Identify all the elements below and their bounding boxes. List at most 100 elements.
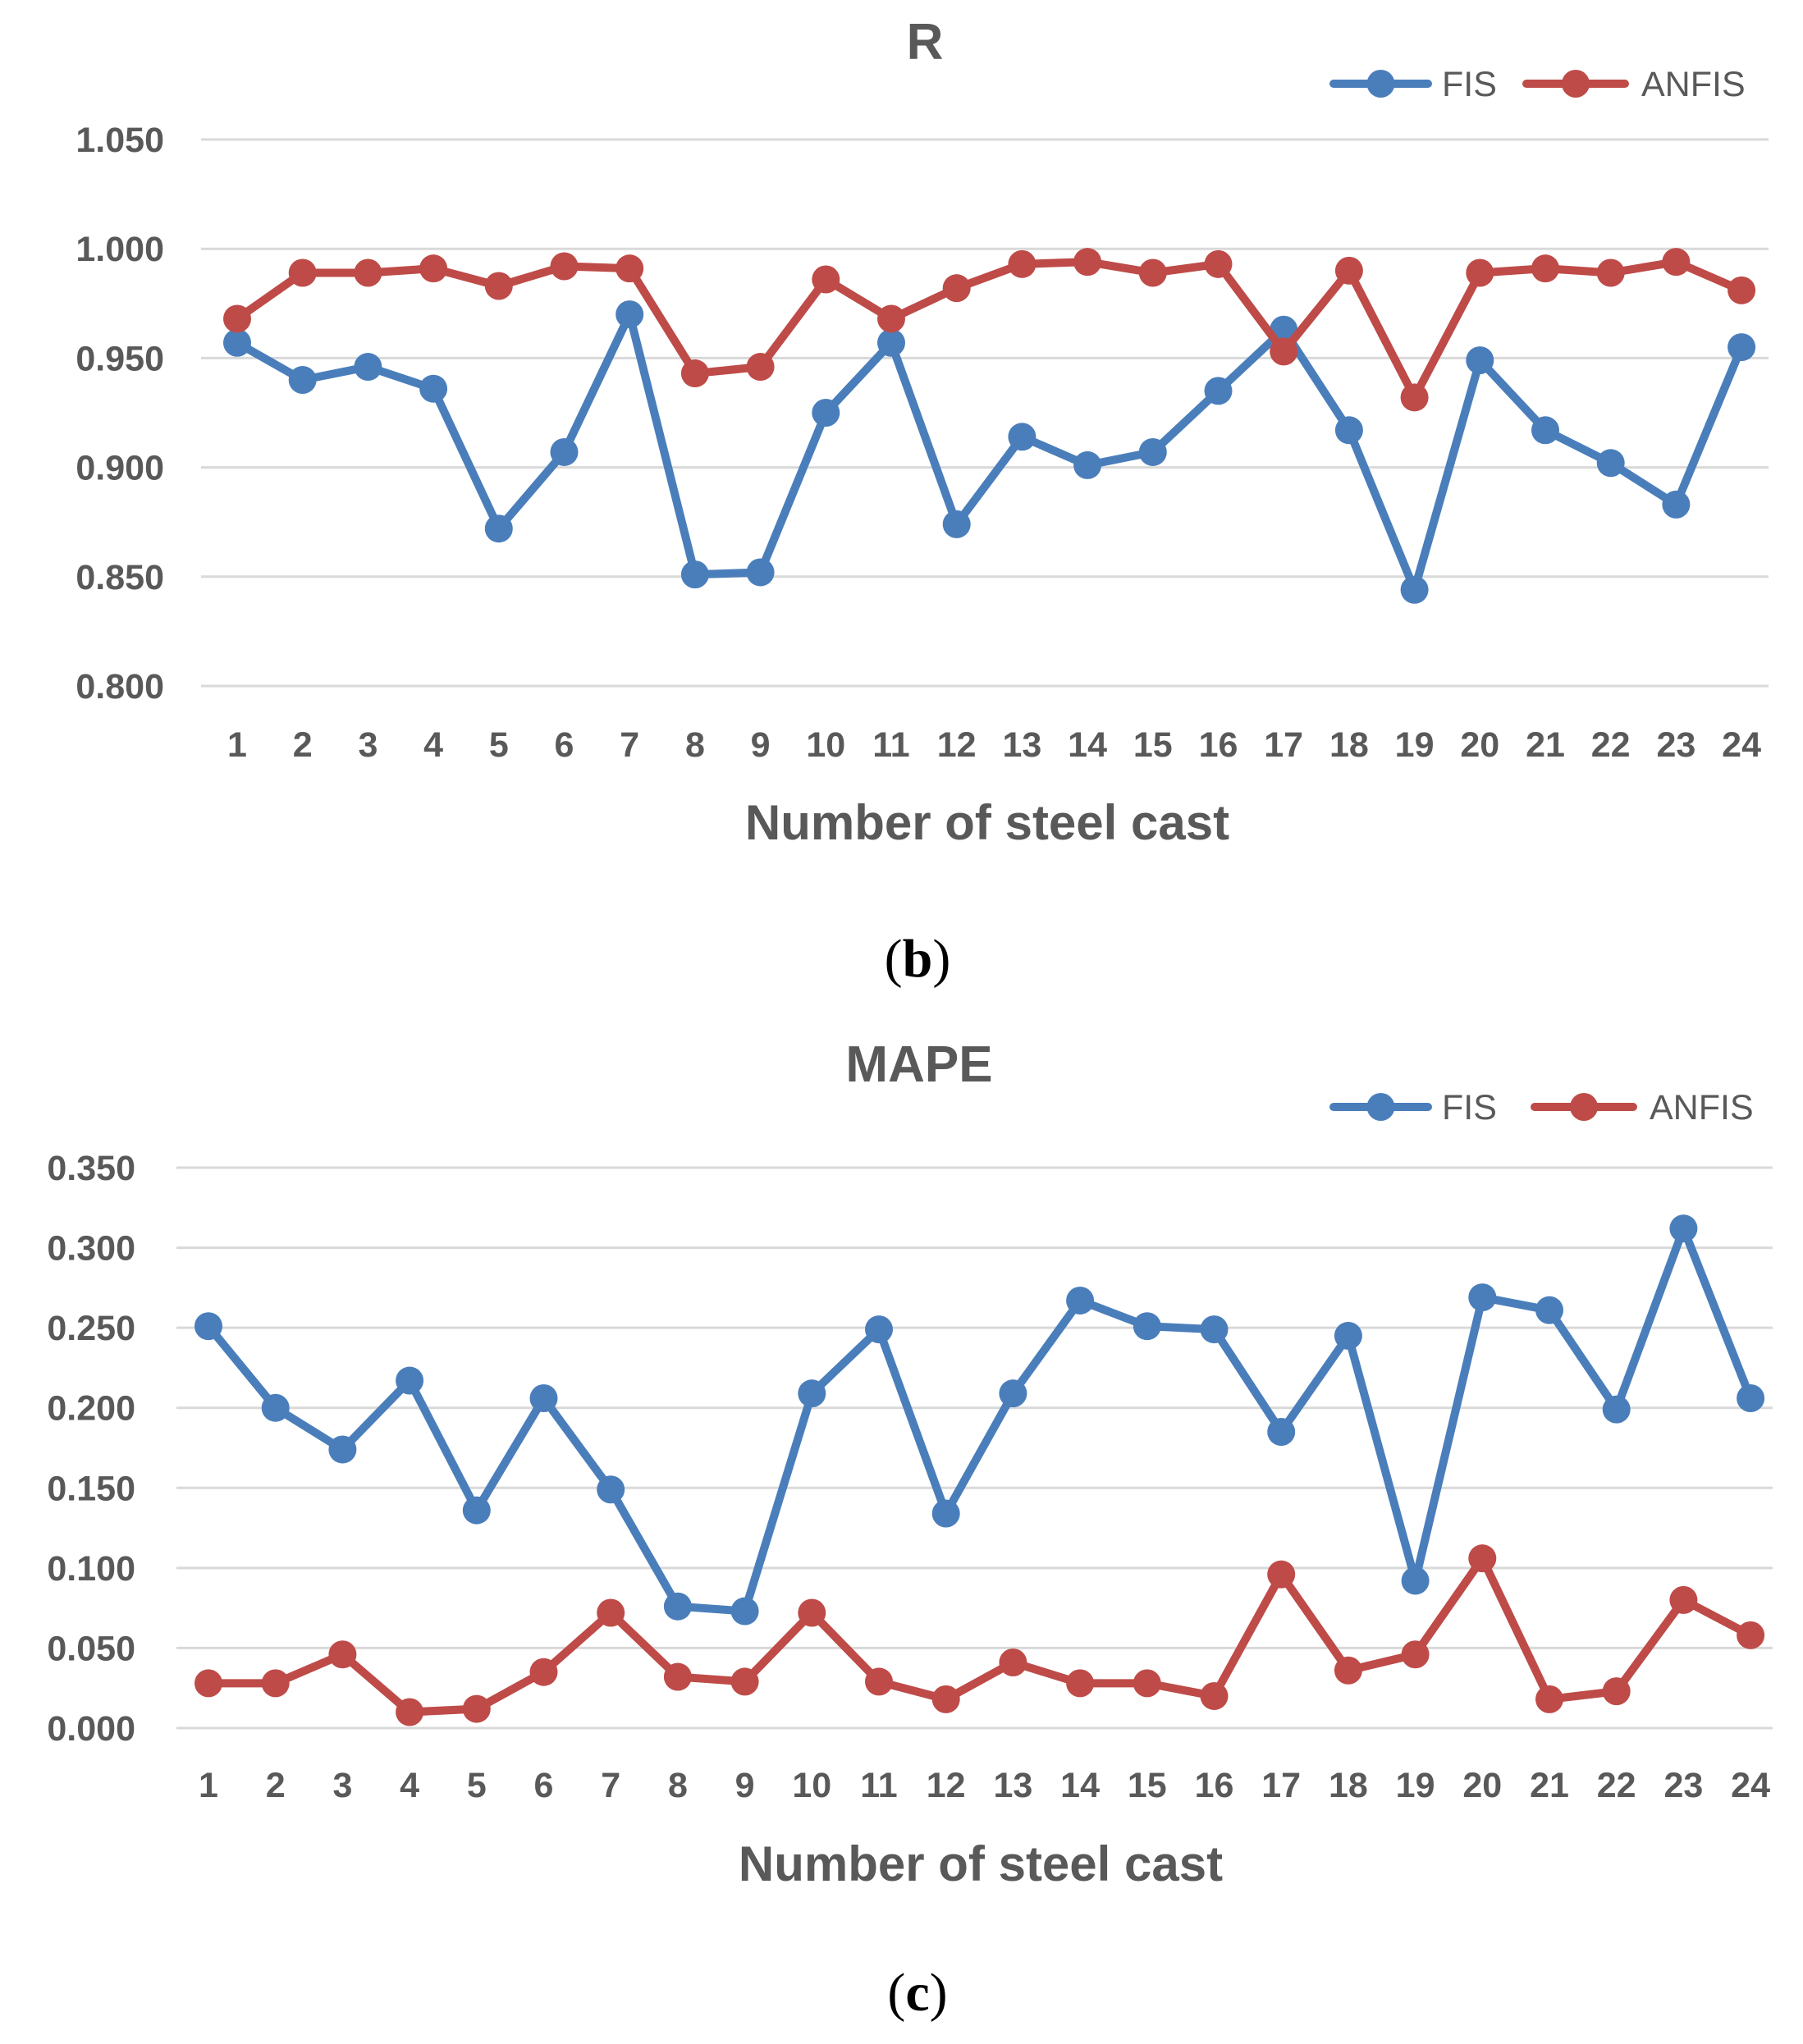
data-point-fis <box>999 1379 1027 1408</box>
data-point-fis <box>1138 437 1167 466</box>
y-tick-label: 0.800 <box>76 667 164 706</box>
data-point-fis <box>680 560 709 589</box>
series-line-fis <box>233 310 1746 594</box>
data-point-anfis <box>1200 1681 1229 1710</box>
y-tick-label: 0.850 <box>76 558 164 597</box>
data-point-anfis <box>942 274 971 303</box>
data-point-anfis <box>328 1640 357 1669</box>
caption-open-paren: ( <box>885 929 903 989</box>
x-tick-label: 22 <box>1597 1766 1636 1805</box>
data-point-anfis <box>1334 256 1363 285</box>
x-tick-label: 8 <box>685 725 705 765</box>
x-tick-label: 10 <box>792 1766 831 1805</box>
x-tick-label: 21 <box>1526 725 1565 765</box>
data-point-anfis <box>798 1598 826 1627</box>
data-point-fis <box>529 1384 558 1413</box>
x-tick-label: 5 <box>489 725 509 765</box>
data-point-fis <box>942 510 971 538</box>
data-point-anfis <box>1596 258 1625 287</box>
x-tick-label: 1 <box>199 1766 218 1805</box>
data-point-anfis <box>194 1669 222 1698</box>
data-point-anfis <box>288 258 317 287</box>
data-point-fis <box>1596 449 1625 478</box>
y-tick-label: 0.100 <box>47 1549 135 1589</box>
y-tick-label: 0.050 <box>47 1629 135 1668</box>
legend-label-fis: FIS <box>1442 1088 1497 1127</box>
x-tick-label: 11 <box>860 1766 897 1805</box>
x-tick-label: 12 <box>937 725 977 765</box>
data-point-fis <box>746 558 775 587</box>
data-point-fis <box>1400 575 1429 604</box>
data-point-anfis <box>1270 337 1298 366</box>
data-point-fis <box>1200 1315 1229 1344</box>
data-point-anfis <box>1133 1669 1161 1698</box>
data-point-anfis <box>680 359 709 388</box>
caption-open-paren: ( <box>887 1963 905 2023</box>
data-point-fis <box>462 1496 491 1525</box>
data-point-fis <box>865 1315 893 1344</box>
y-tick-label: 0.000 <box>47 1709 135 1749</box>
data-point-fis <box>812 399 840 427</box>
x-tick-label: 2 <box>266 1766 286 1805</box>
data-point-anfis <box>1400 383 1429 412</box>
data-point-fis <box>1602 1395 1631 1424</box>
data-point-fis <box>798 1379 826 1408</box>
x-tick-label: 13 <box>993 1766 1032 1805</box>
data-point-anfis <box>419 254 448 283</box>
x-tick-label: 14 <box>1060 1766 1100 1805</box>
caption-letter: c <box>905 1963 929 2023</box>
data-point-anfis <box>1267 1560 1296 1589</box>
x-tick-label: 7 <box>601 1766 620 1805</box>
x-tick-label: 4 <box>400 1766 419 1805</box>
data-point-anfis <box>1204 249 1233 278</box>
chart-title: R <box>907 14 944 71</box>
data-point-anfis <box>931 1685 960 1713</box>
x-tick-label: 20 <box>1460 725 1499 765</box>
x-tick-label: 9 <box>735 1766 755 1805</box>
data-point-fis <box>615 300 644 329</box>
data-point-fis <box>730 1597 759 1626</box>
series-line-anfis <box>233 258 1746 402</box>
x-tick-label: 7 <box>620 725 639 765</box>
panel-caption: (c) <box>887 1963 947 2023</box>
data-point-fis <box>1662 490 1691 519</box>
data-point-fis <box>223 328 251 357</box>
data-point-anfis <box>1073 248 1102 277</box>
data-point-anfis <box>261 1669 290 1698</box>
y-tick-label: 0.350 <box>47 1149 135 1188</box>
data-point-fis <box>1267 1417 1296 1446</box>
data-point-anfis <box>1662 248 1691 277</box>
data-point-fis <box>194 1312 222 1341</box>
x-tick-label: 17 <box>1264 725 1303 765</box>
data-point-anfis <box>865 1667 893 1696</box>
data-point-anfis <box>1466 258 1494 287</box>
legend-marker-anfis <box>1562 70 1590 98</box>
x-tick-label: 3 <box>358 725 378 765</box>
data-point-anfis <box>1602 1677 1631 1706</box>
data-point-fis <box>1073 450 1102 479</box>
caption-letter: b <box>903 929 933 989</box>
x-axis-title: Number of steel cast <box>745 795 1229 850</box>
data-point-fis <box>550 437 579 466</box>
x-tick-label: 10 <box>806 725 845 765</box>
data-point-anfis <box>597 1598 625 1627</box>
legend-label-fis: FIS <box>1442 65 1497 104</box>
data-point-anfis <box>1531 254 1559 283</box>
data-point-anfis <box>1727 276 1756 304</box>
series-line-fis <box>204 1224 1755 1616</box>
data-point-anfis <box>1669 1585 1698 1614</box>
data-point-fis <box>419 374 448 403</box>
x-tick-label: 23 <box>1663 1766 1703 1805</box>
data-point-fis <box>396 1366 424 1395</box>
series-line-anfis <box>204 1554 1755 1717</box>
data-point-anfis <box>529 1658 558 1686</box>
data-point-fis <box>1531 416 1559 445</box>
x-tick-label: 4 <box>423 725 443 765</box>
legend-marker-anfis <box>1570 1093 1598 1121</box>
data-point-anfis <box>1334 1656 1362 1685</box>
data-point-anfis <box>1468 1544 1497 1573</box>
x-tick-label: 12 <box>927 1766 966 1805</box>
x-tick-label: 19 <box>1396 1766 1435 1805</box>
x-tick-label: 16 <box>1195 1766 1234 1805</box>
